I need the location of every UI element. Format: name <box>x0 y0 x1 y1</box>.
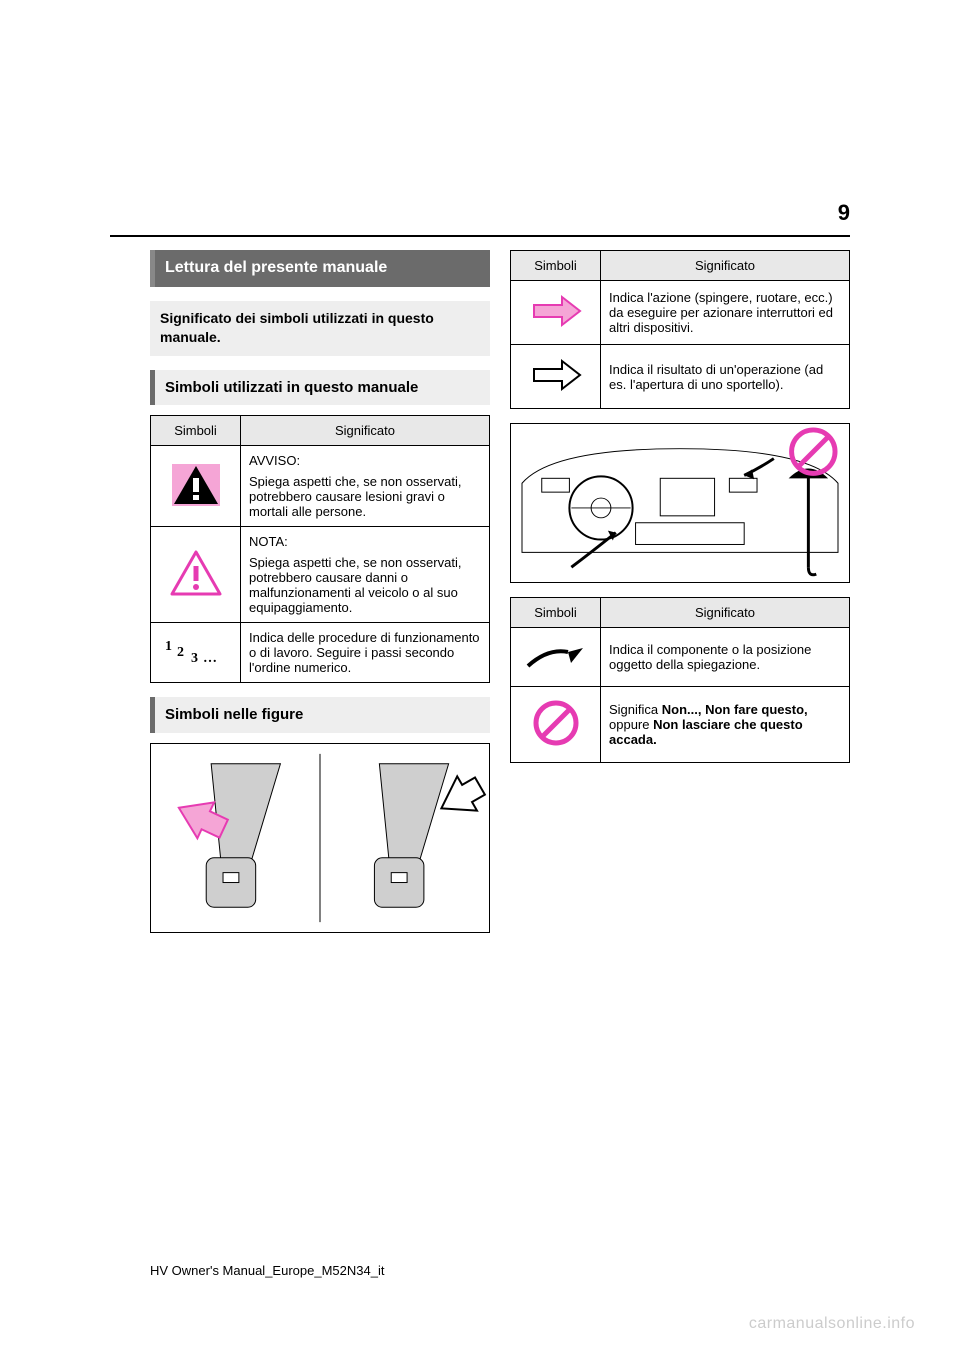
symbols-table-manual: Simboli Significato AVVISO: S <box>150 415 490 683</box>
warning-body: Spiega aspetti che, se non osservati, po… <box>249 474 481 519</box>
col-header-symbol: Simboli <box>151 416 241 446</box>
steps-icon: 1 2 3 … <box>151 623 241 683</box>
svg-text:2: 2 <box>177 645 184 660</box>
result-arrow-icon <box>511 345 601 409</box>
watermark: carmanualsonline.info <box>749 1315 915 1333</box>
prohibit-bold1: Non..., Non fare questo, <box>662 702 808 717</box>
left-column: Lettura del presente manuale Significato… <box>150 250 490 947</box>
page-content: Lettura del presente manuale Significato… <box>0 0 960 947</box>
symbols-table-indicators: Simboli Significato Indica il componente… <box>510 597 850 763</box>
table-row: Indica il risultato di un'operazione (ad… <box>511 345 850 409</box>
sub-title-symbols-figures: Simboli nelle figure <box>150 697 490 733</box>
table-header-row: Simboli Significato <box>511 598 850 628</box>
caution-body: Spiega aspetti che, se non osservati, po… <box>249 555 481 615</box>
prohibit-mid: oppure <box>609 717 653 732</box>
table-row: AVVISO: Spiega aspetti che, se non osser… <box>151 446 490 527</box>
result-arrow-desc: Indica il risultato di un'operazione (ad… <box>601 345 850 409</box>
table-header-row: Simboli Significato <box>151 416 490 446</box>
right-column: Simboli Significato Indica l'azione (spi… <box>510 250 850 947</box>
table-row: 1 2 3 … Indica delle procedure di funzio… <box>151 623 490 683</box>
symbols-table-actions: Simboli Significato Indica l'azione (spi… <box>510 250 850 409</box>
warning-icon <box>151 446 241 527</box>
prohibit-icon <box>511 687 601 763</box>
steps-desc: Indica delle procedure di funzionamento … <box>241 623 490 683</box>
col-header-symbol: Simboli <box>511 598 601 628</box>
warning-desc: AVVISO: Spiega aspetti che, se non osser… <box>241 446 490 527</box>
header-rule <box>110 235 850 237</box>
svg-text:1: 1 <box>165 639 172 654</box>
warning-title: AVVISO: <box>249 453 481 468</box>
action-arrow-icon <box>511 281 601 345</box>
caution-desc: NOTA: Spiega aspetti che, se non osserva… <box>241 527 490 623</box>
dashboard-figure <box>510 423 850 583</box>
svg-text:…: … <box>203 651 217 666</box>
col-header-meaning: Significato <box>601 598 850 628</box>
seatbelt-figure <box>150 743 490 933</box>
col-header-meaning: Significato <box>601 251 850 281</box>
prohibit-prefix: Significa <box>609 702 662 717</box>
table-header-row: Simboli Significato <box>511 251 850 281</box>
table-row: Indica il componente o la posizione ogge… <box>511 628 850 687</box>
table-row: Indica l'azione (spingere, ruotare, ecc.… <box>511 281 850 345</box>
table-row: NOTA: Spiega aspetti che, se non osserva… <box>151 527 490 623</box>
caution-icon <box>151 527 241 623</box>
action-arrow-desc: Indica l'azione (spingere, ruotare, ecc.… <box>601 281 850 345</box>
indicator-arrow-icon <box>511 628 601 687</box>
section-title: Lettura del presente manuale <box>150 250 490 287</box>
caution-title: NOTA: <box>249 534 481 549</box>
sub-title-symbols-manual: Simboli utilizzati in questo manuale <box>150 370 490 406</box>
col-header-symbol: Simboli <box>511 251 601 281</box>
prohibit-desc: Significa Non..., Non fare questo, oppur… <box>601 687 850 763</box>
page-number: 9 <box>838 200 850 226</box>
svg-text:3: 3 <box>191 651 198 666</box>
table-row: Significa Non..., Non fare questo, oppur… <box>511 687 850 763</box>
col-header-meaning: Significato <box>241 416 490 446</box>
footer-text: HV Owner's Manual_Europe_M52N34_it <box>150 1263 384 1278</box>
indicator-arrow-desc: Indica il componente o la posizione ogge… <box>601 628 850 687</box>
intro-text: Significato dei simboli utilizzati in qu… <box>150 301 490 356</box>
